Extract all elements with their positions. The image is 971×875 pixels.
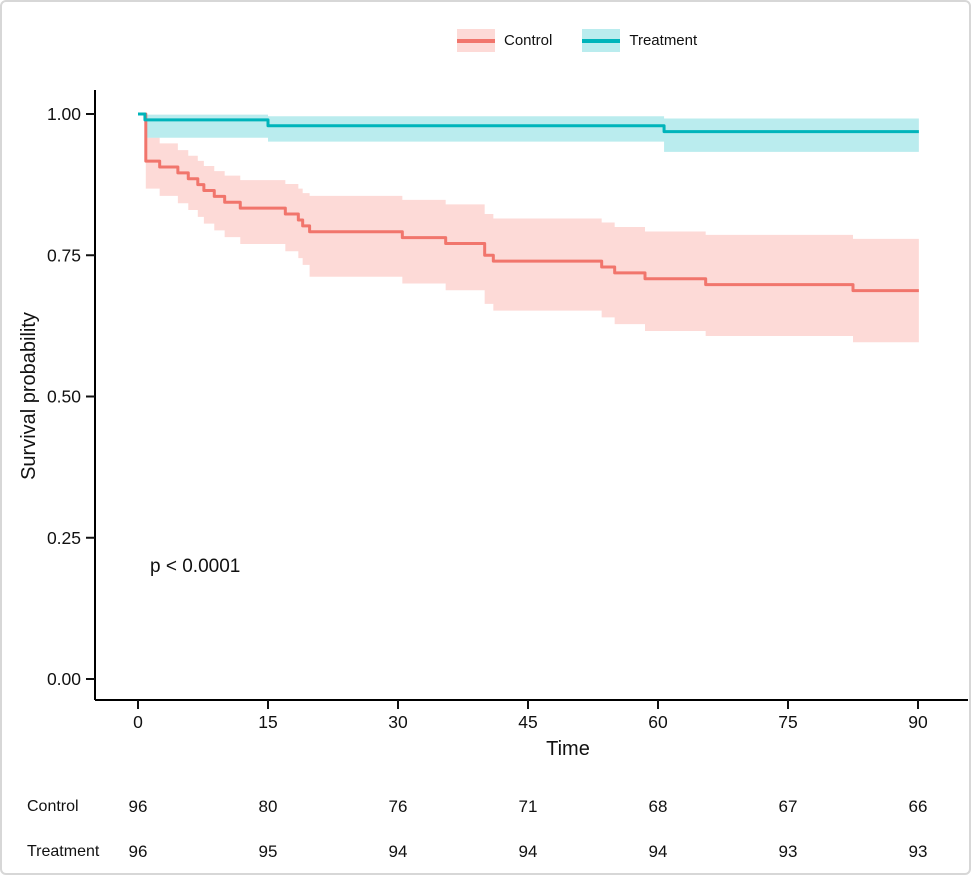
legend-key-control-line: [457, 38, 495, 43]
risk-count-treatment-2: 94: [388, 842, 408, 861]
x-tick-label-0: 0: [133, 712, 143, 732]
legend-key-treatment-swatch: [582, 29, 621, 52]
x-tick-label-2: 30: [388, 712, 408, 732]
control-survival-curve: [138, 112, 919, 293]
control-confidence-band: [145, 137, 919, 343]
risk-count-control-3: 71: [518, 797, 538, 816]
p-value-annotation: p < 0.0001: [150, 556, 240, 577]
risk-count-control-5: 67: [778, 797, 798, 816]
risk-count-treatment-5: 93: [778, 842, 798, 861]
legend-label-treatment: Treatment: [629, 32, 698, 49]
y-tick-label-0: 1.00: [47, 104, 81, 124]
x-tick-label-6: 90: [908, 712, 928, 732]
y-axis-title: Survival probability: [18, 312, 40, 480]
y-tick-label-1: 0.75: [47, 245, 81, 265]
legend-item-control: Control: [457, 29, 552, 52]
risk-row-control-label: Control: [27, 798, 79, 815]
treatment-confidence-band: [144, 114, 919, 152]
x-axis-title: Time: [546, 738, 590, 760]
x-tick-label-5: 75: [778, 712, 797, 732]
risk-count-treatment-1: 95: [258, 842, 278, 861]
treatment-survival-curve: [138, 112, 919, 134]
risk-row-treatment-label: Treatment: [27, 843, 100, 860]
risk-count-treatment-0: 96: [128, 842, 148, 861]
risk-row-treatment: Treatment 96 95 94 94 94 93 93: [2, 842, 969, 862]
risk-count-control-0: 96: [128, 797, 148, 816]
risk-count-control-2: 76: [388, 797, 408, 816]
risk-row-control: Control 96 80 76 71 68 67 66: [2, 797, 969, 817]
risk-count-control-6: 66: [908, 797, 928, 816]
risk-count-control-1: 80: [258, 797, 278, 816]
y-tick-label-2: 0.50: [47, 387, 81, 407]
risk-count-control-4: 68: [648, 797, 668, 816]
y-tick-label-4: 0.00: [47, 669, 81, 689]
legend-key-control-swatch: [457, 29, 495, 52]
survival-plot-canvas: 1.00 0.75 0.50 0.25 0.00 0 15 30 45 60 75 90 Time Sur…: [18, 90, 968, 760]
legend-item-treatment: Treatment: [582, 29, 697, 52]
legend-key-treatment-line: [582, 38, 621, 43]
x-tick-label-1: 15: [258, 712, 277, 732]
x-tick-label-3: 45: [518, 712, 537, 732]
risk-count-treatment-3: 94: [518, 842, 538, 861]
x-tick-label-4: 60: [648, 712, 668, 732]
risk-count-treatment-4: 94: [648, 842, 668, 861]
risk-count-treatment-6: 93: [908, 842, 928, 861]
y-tick-label-3: 0.25: [47, 528, 81, 548]
legend-label-control: Control: [504, 32, 553, 49]
plot-legend: Control Treatment: [457, 29, 697, 52]
